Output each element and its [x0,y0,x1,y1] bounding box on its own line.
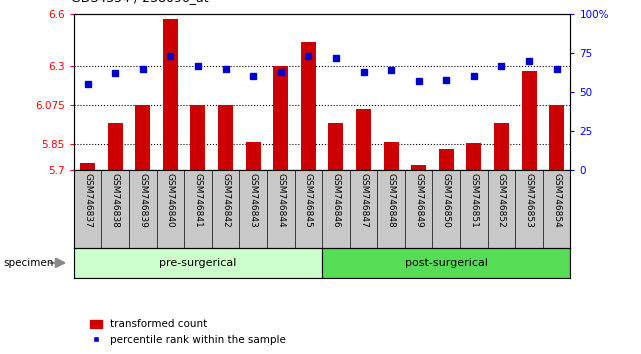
Bar [301,42,316,170]
Text: GDS4354 / 238096_at: GDS4354 / 238096_at [71,0,208,4]
Text: GSM746838: GSM746838 [111,173,120,228]
Bar [549,105,564,170]
Bar [163,19,178,170]
Bar [411,165,426,170]
Bar [135,105,150,170]
Text: GSM746837: GSM746837 [83,173,92,228]
Legend: transformed count, percentile rank within the sample: transformed count, percentile rank withi… [85,315,290,349]
Bar [438,149,454,170]
Text: post-surgerical: post-surgerical [405,258,488,268]
Text: pre-surgerical: pre-surgerical [159,258,237,268]
Text: GSM746841: GSM746841 [194,173,203,228]
Text: GSM746843: GSM746843 [249,173,258,228]
Text: GSM746842: GSM746842 [221,173,230,228]
Text: GSM746854: GSM746854 [552,173,561,228]
Text: GSM746852: GSM746852 [497,173,506,228]
Text: GSM746845: GSM746845 [304,173,313,228]
Text: GSM746846: GSM746846 [331,173,340,228]
Bar [494,123,509,170]
Text: specimen: specimen [3,258,54,268]
Bar [466,143,481,170]
Text: GSM746851: GSM746851 [469,173,478,228]
Text: GSM746853: GSM746853 [524,173,533,228]
Bar [356,109,371,170]
Bar [80,163,95,170]
Text: GSM746849: GSM746849 [414,173,423,228]
Text: GSM746847: GSM746847 [359,173,368,228]
Bar [522,71,537,170]
Bar [190,105,206,170]
Bar [328,123,344,170]
Bar [273,66,288,170]
Bar [383,142,399,170]
Text: GSM746850: GSM746850 [442,173,451,228]
Bar [218,105,233,170]
Text: GSM746844: GSM746844 [276,173,285,228]
Text: GSM746848: GSM746848 [387,173,395,228]
Bar [74,248,322,278]
Bar [322,248,570,278]
Text: GSM746840: GSM746840 [166,173,175,228]
Bar [108,123,122,170]
Text: GSM746839: GSM746839 [138,173,147,228]
Bar [246,142,261,170]
